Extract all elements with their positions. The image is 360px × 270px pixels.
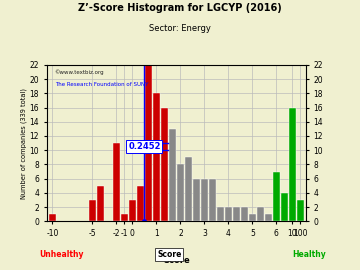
Bar bbox=[249, 214, 256, 221]
Text: ©www.textbiz.org: ©www.textbiz.org bbox=[55, 69, 104, 75]
Text: The Research Foundation of SUNY: The Research Foundation of SUNY bbox=[55, 82, 148, 87]
Bar bbox=[289, 107, 296, 221]
Bar bbox=[113, 143, 120, 221]
Bar bbox=[257, 207, 264, 221]
Bar bbox=[169, 129, 176, 221]
Bar bbox=[129, 200, 136, 221]
Bar bbox=[193, 179, 200, 221]
Bar bbox=[49, 214, 56, 221]
Bar bbox=[137, 186, 144, 221]
Text: Score: Score bbox=[163, 256, 190, 265]
Text: Score: Score bbox=[157, 250, 181, 259]
Bar bbox=[233, 207, 240, 221]
Text: Z’-Score Histogram for LGCYP (2016): Z’-Score Histogram for LGCYP (2016) bbox=[78, 3, 282, 13]
Bar bbox=[217, 207, 224, 221]
Text: Sector: Energy: Sector: Energy bbox=[149, 24, 211, 33]
Bar bbox=[225, 207, 232, 221]
Bar bbox=[177, 164, 184, 221]
Text: Unhealthy: Unhealthy bbox=[39, 250, 84, 259]
Bar bbox=[89, 200, 96, 221]
Bar bbox=[209, 179, 216, 221]
Bar bbox=[97, 186, 104, 221]
Bar bbox=[153, 93, 160, 221]
Bar bbox=[273, 171, 280, 221]
Text: Healthy: Healthy bbox=[293, 250, 327, 259]
Bar bbox=[145, 65, 152, 221]
Bar bbox=[185, 157, 192, 221]
Bar bbox=[265, 214, 272, 221]
Bar bbox=[297, 200, 304, 221]
Bar bbox=[201, 179, 208, 221]
Text: 0.2452: 0.2452 bbox=[128, 142, 161, 151]
Bar bbox=[161, 107, 168, 221]
Bar bbox=[241, 207, 248, 221]
Bar bbox=[121, 214, 128, 221]
Y-axis label: Number of companies (339 total): Number of companies (339 total) bbox=[20, 87, 27, 199]
Bar bbox=[281, 193, 288, 221]
